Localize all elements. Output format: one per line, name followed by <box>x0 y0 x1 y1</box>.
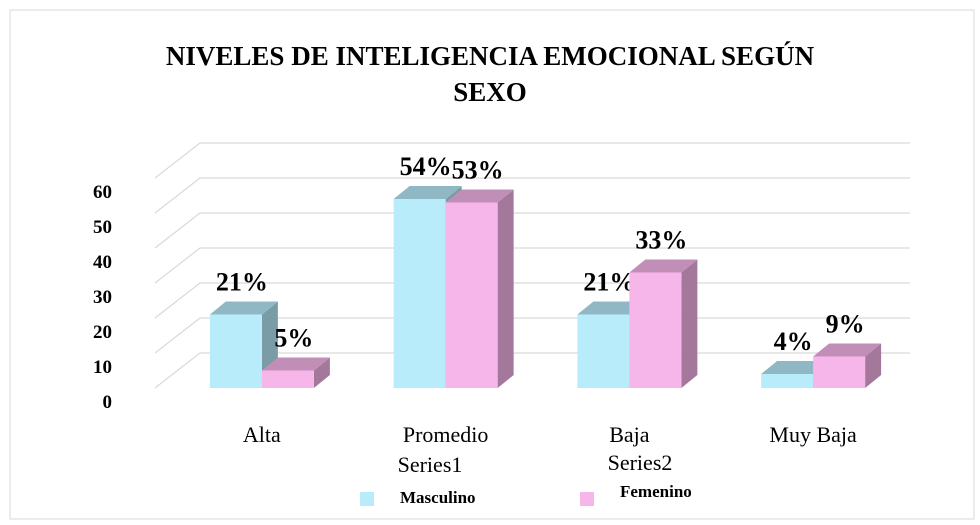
value-label: 9% <box>826 310 865 339</box>
bar-top <box>629 259 698 273</box>
grid-line <box>154 142 910 179</box>
bar <box>261 357 330 388</box>
bar-front <box>813 356 866 388</box>
y-tick-label: 0 <box>103 392 113 413</box>
bar-front <box>261 370 314 388</box>
grid-line <box>154 212 910 249</box>
bar-front <box>209 314 262 388</box>
legend-swatch <box>580 492 594 506</box>
bar-top <box>261 357 330 371</box>
grid-line <box>154 177 910 214</box>
bar-top <box>393 186 462 199</box>
x-tick-label: Muy Baja <box>769 422 857 447</box>
bar-side <box>497 189 514 388</box>
bar-front <box>761 374 814 388</box>
y-tick-label: 60 <box>93 182 112 203</box>
bar-top <box>209 301 278 315</box>
value-label: 5% <box>274 324 313 353</box>
x-tick-label: Alta <box>243 422 281 447</box>
bar-side <box>681 259 698 388</box>
bar-top <box>445 189 514 203</box>
grid-line <box>154 247 910 284</box>
y-tick-label: 10 <box>93 357 112 378</box>
bar-side <box>865 343 882 388</box>
chart-title: NIVELES DE INTELIGENCIA EMOCIONAL SEGÚN … <box>165 41 815 107</box>
bar-top <box>813 343 882 357</box>
value-label: 33% <box>635 226 687 255</box>
y-tick-label: 30 <box>93 287 112 308</box>
bar <box>813 343 882 388</box>
y-tick-label: 50 <box>93 217 112 238</box>
y-tick-label: 40 <box>93 252 112 273</box>
x-tick-label: Promedio <box>403 422 489 447</box>
legend-label: Masculino <box>400 488 476 507</box>
bar-front <box>445 202 498 388</box>
y-tick-label: 20 <box>93 322 112 343</box>
bar <box>629 259 698 388</box>
bar <box>445 189 514 388</box>
legend-label: Femenino <box>620 482 692 501</box>
bar-front <box>393 199 446 388</box>
bar-front <box>577 314 630 388</box>
bar-top <box>577 301 646 315</box>
value-label: 53% <box>452 156 504 185</box>
bar-side <box>313 357 330 388</box>
legend-swatch <box>360 492 374 506</box>
annotation: Series2 <box>608 450 673 475</box>
value-label: 54% <box>400 152 452 181</box>
annotation: Series1 <box>398 452 463 477</box>
value-label: 4% <box>774 327 813 356</box>
value-label: 21% <box>583 268 635 297</box>
value-label: 21% <box>216 268 268 297</box>
bar-front <box>629 272 682 388</box>
x-tick-label: Baja <box>609 422 650 447</box>
bar-top <box>761 361 830 374</box>
